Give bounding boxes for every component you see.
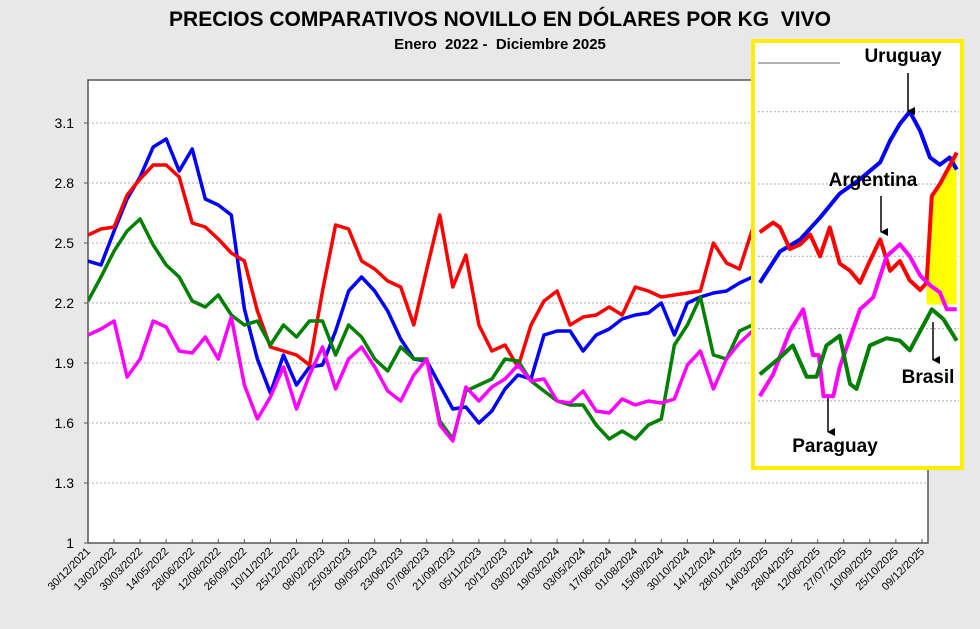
y-tick-label: 1.6 [55,415,75,431]
series-line-argentina [88,163,752,369]
y-tick-label: 1 [66,535,74,551]
y-tick-label: 2.5 [55,235,75,251]
inset-series-lines [758,109,959,399]
y-tick-label: 2.2 [55,295,75,311]
series-lines [88,137,752,443]
inset-line-uruguay [758,109,959,284]
series-line-paraguay [88,315,752,443]
y-tick-label: 1.9 [55,355,75,371]
inset-line-argentina [758,151,959,292]
y-tick-label: 3.1 [55,115,75,131]
x-axis: 30/12/202113/02/202230/03/202214/05/2022… [46,539,927,593]
y-axis: 1 1.3 1.6 1.9 2.2 2.5 2.8 3.1 [55,115,88,551]
y-tick-label: 1.3 [55,475,75,491]
chart-subtitle: Enero 2022 - Diciembre 2025 [394,36,606,53]
inset-line-paraguay [758,242,957,399]
chart-title: PRECIOS COMPARATIVOS NOVILLO EN DÓLARES … [169,8,831,31]
y-tick-label: 2.8 [55,175,75,191]
inset-frame [751,39,964,470]
label-paraguay: Paraguay [792,436,878,457]
inset-line-brasil [758,307,959,391]
zoom-inset: Uruguay Argentina Brasil Paraguay [751,39,964,470]
inset-highlight-area [926,152,957,305]
label-uruguay: Uruguay [864,46,942,67]
label-brasil: Brasil [902,367,955,388]
series-line-brasil [88,217,752,441]
label-argentina: Argentina [829,170,918,191]
